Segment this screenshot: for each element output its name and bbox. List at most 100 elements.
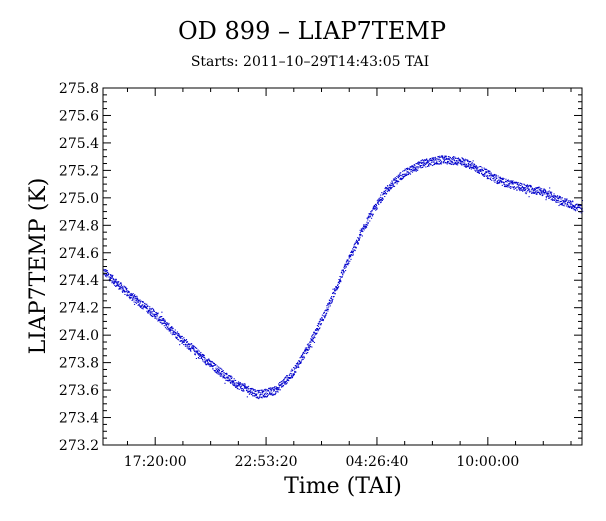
data-point: [235, 386, 237, 388]
data-point: [414, 164, 416, 166]
data-point: [286, 382, 288, 384]
data-point: [314, 329, 317, 331]
data-point: [277, 387, 279, 389]
data-point: [270, 390, 273, 392]
data-point: [302, 353, 304, 355]
data-point: [469, 161, 472, 163]
data-point: [187, 347, 189, 349]
data-point: [518, 184, 520, 186]
data-point: [263, 396, 265, 398]
y-tick-label: 274.8: [59, 218, 99, 234]
data-point: [252, 392, 254, 394]
data-point: [318, 328, 321, 330]
data-point: [339, 279, 341, 281]
data-point: [195, 351, 197, 353]
data-point: [163, 320, 165, 322]
data-point: [125, 290, 128, 292]
data-point: [520, 189, 523, 191]
data-point: [528, 196, 530, 198]
data-point: [335, 289, 337, 291]
data-point: [254, 389, 256, 391]
data-point: [413, 164, 415, 166]
data-point: [124, 291, 126, 293]
data-point: [319, 318, 322, 320]
data-point: [403, 170, 405, 172]
data-point: [387, 188, 390, 190]
data-point: [521, 183, 523, 185]
data-point: [162, 317, 165, 319]
data-point: [347, 259, 349, 261]
data-point: [513, 188, 515, 190]
data-point: [133, 295, 135, 297]
data-point: [201, 355, 203, 357]
data-point: [111, 276, 113, 278]
data-point: [451, 160, 453, 162]
data-point: [345, 266, 347, 268]
data-point: [549, 197, 551, 199]
data-point: [204, 362, 206, 364]
data-point: [511, 186, 513, 188]
data-point: [393, 186, 395, 188]
data-point: [262, 392, 264, 394]
data-point: [554, 198, 556, 200]
data-point: [104, 269, 106, 271]
data-point: [366, 221, 368, 223]
data-point: [478, 172, 480, 174]
data-point: [516, 184, 518, 186]
data-point: [521, 185, 524, 187]
data-point: [298, 360, 300, 362]
data-point: [448, 156, 450, 158]
data-point: [561, 204, 563, 206]
data-point: [461, 164, 463, 166]
data-point: [281, 383, 283, 385]
data-point: [269, 393, 271, 395]
data-point: [569, 204, 572, 206]
data-point: [125, 286, 127, 288]
data-point: [291, 374, 293, 376]
data-point: [168, 330, 171, 332]
data-point: [265, 393, 267, 395]
data-point: [127, 294, 129, 296]
data-point: [150, 308, 152, 310]
data-point: [291, 377, 293, 379]
data-point: [518, 188, 521, 190]
data-point: [314, 332, 316, 334]
data-point: [358, 239, 360, 241]
data-point: [150, 314, 152, 316]
data-point: [504, 184, 506, 186]
data-point: [451, 161, 454, 163]
data-point: [483, 167, 485, 169]
data-point: [166, 328, 168, 330]
data-point: [109, 274, 112, 276]
data-point: [324, 317, 326, 319]
data-point: [577, 205, 580, 207]
data-point: [420, 165, 422, 166]
data-point: [550, 199, 552, 201]
data-point: [164, 319, 166, 321]
data-point: [511, 182, 513, 184]
data-point: [504, 186, 506, 188]
data-point: [505, 180, 507, 182]
data-point: [460, 160, 462, 162]
data-point: [300, 356, 302, 358]
data-point: [473, 168, 475, 170]
data-point: [561, 203, 563, 205]
data-point: [501, 178, 503, 180]
data-point: [220, 367, 222, 369]
data-point: [500, 182, 502, 184]
data-point: [121, 291, 124, 293]
data-point: [438, 159, 440, 161]
data-point: [238, 382, 240, 384]
data-point: [323, 315, 325, 317]
data-point: [222, 371, 224, 373]
data-point: [406, 174, 408, 176]
data-point: [550, 192, 552, 194]
data-point: [521, 186, 523, 188]
data-point: [158, 319, 160, 321]
data-point: [302, 359, 304, 361]
data-point: [145, 306, 148, 308]
data-point: [542, 192, 544, 194]
data-point: [225, 373, 227, 375]
data-point: [480, 170, 482, 172]
data-point: [283, 380, 285, 382]
